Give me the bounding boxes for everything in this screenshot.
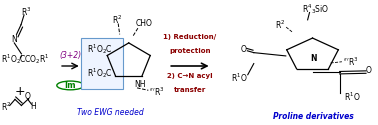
Text: 2) C→N acyl: 2) C→N acyl — [167, 73, 212, 79]
Text: CO$_2$R$^1$: CO$_2$R$^1$ — [24, 52, 50, 66]
Text: transfer: transfer — [174, 87, 206, 93]
Text: R$^4$$_3$SiO: R$^4$$_3$SiO — [302, 2, 329, 16]
Text: N: N — [310, 54, 316, 63]
Text: Two EWG needed: Two EWG needed — [76, 108, 143, 117]
Text: 1) Reduction/: 1) Reduction/ — [163, 34, 216, 40]
Text: N: N — [11, 35, 17, 44]
Text: NH: NH — [135, 80, 146, 89]
Text: O: O — [366, 66, 372, 75]
Text: +: + — [14, 85, 25, 98]
Text: R$^2$: R$^2$ — [112, 14, 122, 26]
Text: O: O — [240, 45, 246, 54]
Text: $'$$'$$'$R$^3$: $'$$'$$'$R$^3$ — [343, 56, 359, 68]
Text: R$^1$O: R$^1$O — [344, 91, 361, 103]
Text: Im: Im — [65, 81, 76, 90]
Text: R$^2$: R$^2$ — [275, 18, 285, 31]
Text: R$^1$O: R$^1$O — [231, 71, 248, 84]
Text: R$^1$O$_2$C: R$^1$O$_2$C — [1, 52, 26, 66]
Text: (3+2): (3+2) — [59, 51, 81, 60]
FancyBboxPatch shape — [81, 38, 123, 89]
Text: $'$$'$$'$R$^3$: $'$$'$$'$R$^3$ — [149, 86, 165, 98]
Text: R$^1$O$_2$C: R$^1$O$_2$C — [87, 42, 112, 56]
Text: protection: protection — [169, 48, 211, 54]
Text: R$^2$: R$^2$ — [2, 100, 12, 113]
Text: R$^1$O$_2$C: R$^1$O$_2$C — [87, 66, 112, 80]
Text: R$^3$: R$^3$ — [21, 5, 31, 18]
Text: H: H — [31, 102, 36, 111]
Text: CHO: CHO — [136, 19, 152, 28]
Text: O: O — [25, 92, 31, 102]
Text: Proline derivatives: Proline derivatives — [273, 112, 354, 121]
